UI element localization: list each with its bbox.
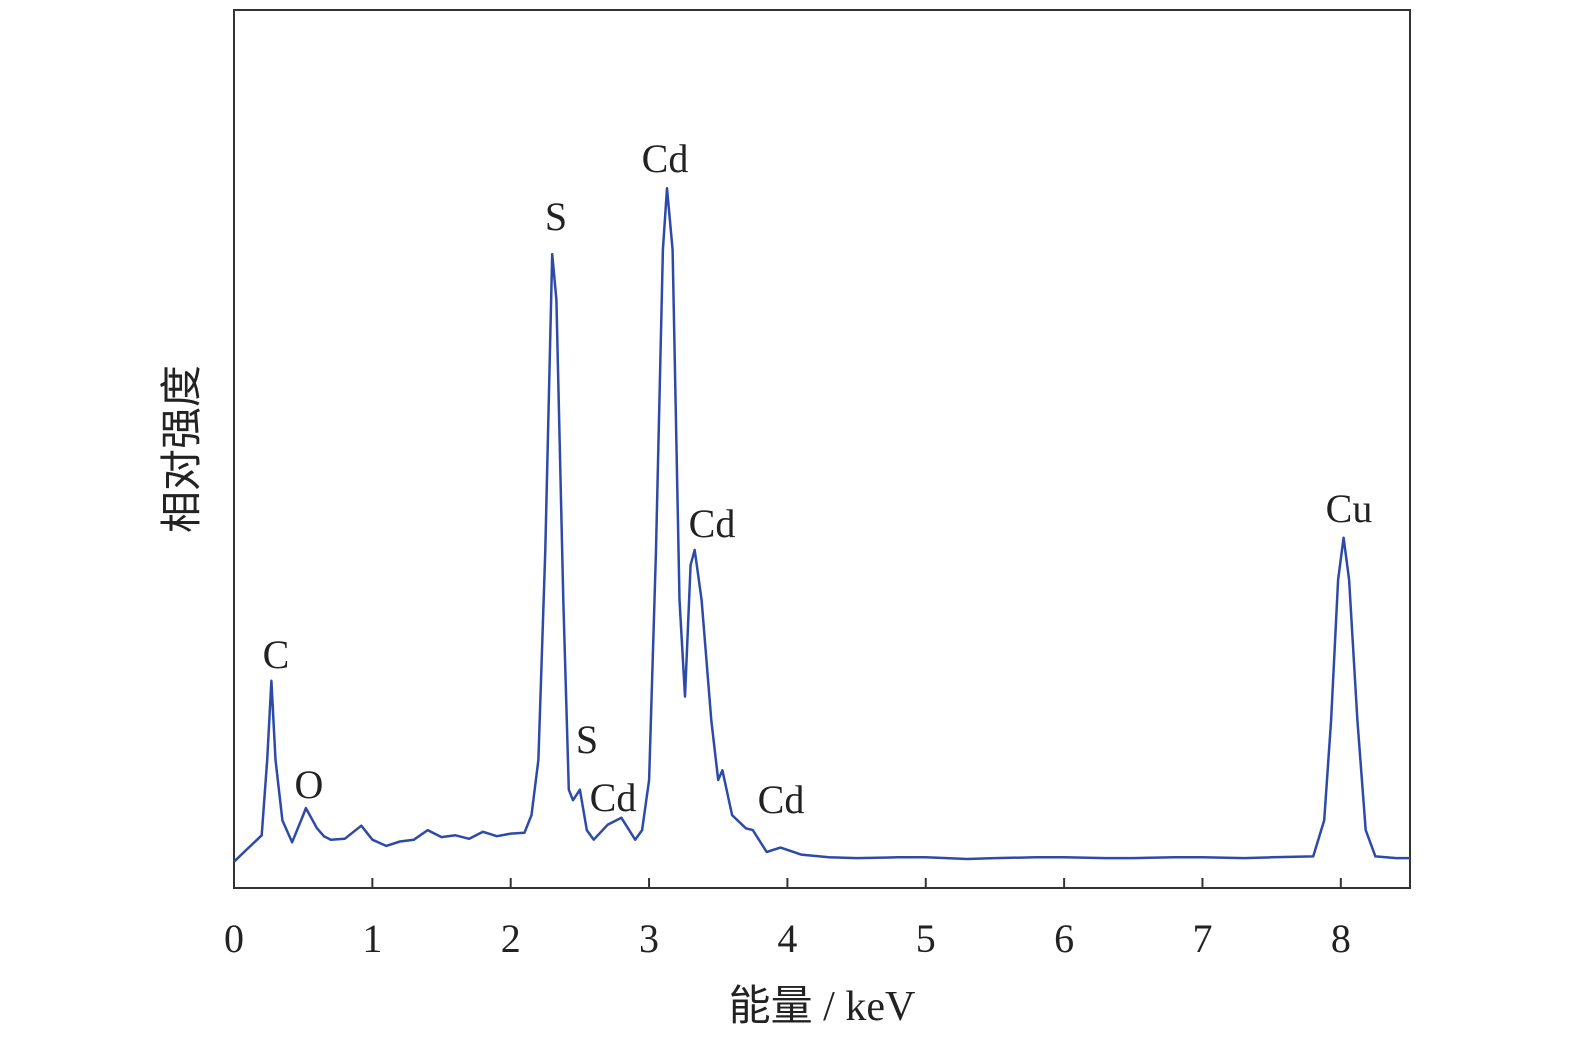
- peak-label: Cd: [590, 775, 637, 820]
- peak-label: Cd: [689, 501, 736, 546]
- spectrum-line: [233, 186, 1410, 863]
- plot-frame: [233, 9, 1411, 889]
- x-axis-title: 能量 / keV: [729, 984, 916, 1030]
- y-axis-title: 相对强度: [160, 365, 206, 533]
- peak-label: S: [576, 717, 598, 762]
- x-tick-label: 6: [1054, 916, 1074, 961]
- x-tick-label: 8: [1331, 916, 1351, 961]
- x-tick-label: 0: [224, 916, 244, 961]
- x-tick-label: 3: [639, 916, 659, 961]
- x-tick-label: 4: [777, 916, 797, 961]
- peak-label: Cd: [758, 777, 805, 822]
- x-tick-label: 5: [916, 916, 936, 961]
- peak-label: O: [295, 762, 324, 807]
- peak-label: Cd: [642, 136, 689, 181]
- peak-label: C: [263, 632, 290, 677]
- x-tick-label: 2: [501, 916, 521, 961]
- x-tick-label: 1: [362, 916, 382, 961]
- peak-label: Cu: [1326, 486, 1373, 531]
- peak-label: S: [545, 194, 567, 239]
- x-tick-label: 7: [1192, 916, 1212, 961]
